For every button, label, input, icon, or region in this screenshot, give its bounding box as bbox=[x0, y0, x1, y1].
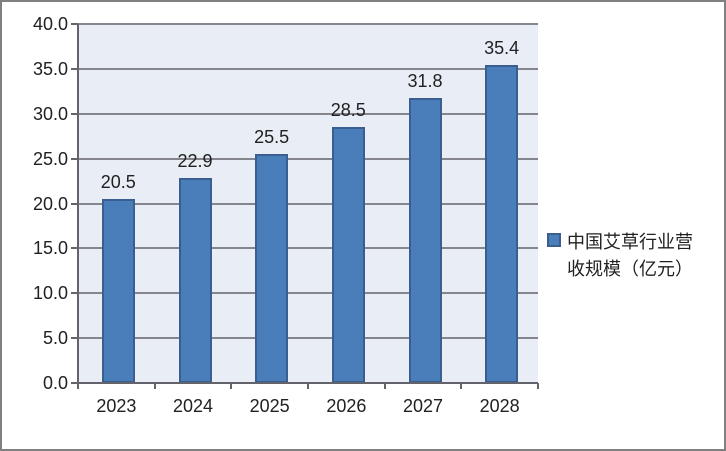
x-tick-label: 2027 bbox=[403, 396, 444, 416]
bar bbox=[331, 127, 365, 383]
bar-value-label: 31.8 bbox=[407, 70, 443, 91]
y-tick-label: 35.0 bbox=[32, 58, 68, 79]
legend-label-line1: 中国艾草行业营 bbox=[567, 232, 693, 252]
y-tick-label: 30.0 bbox=[32, 103, 68, 124]
legend-marker-icon bbox=[547, 233, 561, 247]
x-tick-label: 2023 bbox=[96, 396, 137, 416]
y-tick bbox=[71, 67, 78, 70]
y-tick bbox=[71, 157, 78, 160]
y-tick-label: 10.0 bbox=[32, 283, 68, 304]
x-tick bbox=[307, 383, 309, 389]
gridline bbox=[78, 202, 538, 205]
gridline bbox=[78, 67, 538, 70]
y-tick bbox=[71, 202, 78, 205]
bar-value-label: 25.5 bbox=[254, 127, 290, 148]
x-tick bbox=[537, 383, 539, 389]
bar bbox=[255, 154, 289, 383]
y-axis bbox=[77, 24, 79, 383]
gridline bbox=[78, 337, 538, 340]
gridline bbox=[78, 292, 538, 295]
x-tick-label: 2026 bbox=[326, 396, 367, 416]
x-tick bbox=[230, 383, 233, 389]
y-tick-label: 15.0 bbox=[32, 238, 68, 259]
y-tick-label: 5.0 bbox=[42, 328, 68, 349]
gridline bbox=[78, 23, 538, 25]
legend-label: 中国艾草行业营 收规模（亿元） bbox=[567, 229, 703, 283]
y-tick bbox=[71, 337, 78, 340]
x-tick-label: 2025 bbox=[249, 396, 290, 416]
legend-label-line2: 收规模（亿元） bbox=[567, 259, 693, 279]
x-tick bbox=[383, 383, 386, 389]
bar-value-label: 22.9 bbox=[177, 150, 213, 171]
bar-value-label: 20.5 bbox=[100, 172, 136, 192]
y-tick bbox=[71, 23, 78, 25]
bar bbox=[408, 97, 442, 383]
y-tick-label: 25.0 bbox=[32, 148, 68, 169]
x-tick bbox=[77, 383, 79, 389]
x-tick-label: 2028 bbox=[479, 396, 520, 416]
y-tick-label: 20.0 bbox=[32, 193, 68, 214]
bar bbox=[485, 65, 519, 383]
bar bbox=[178, 177, 212, 383]
y-tick bbox=[71, 112, 78, 115]
bar bbox=[101, 199, 135, 383]
x-axis bbox=[71, 382, 538, 384]
gridline bbox=[78, 112, 538, 115]
y-tick bbox=[71, 247, 78, 250]
gridline bbox=[78, 157, 538, 160]
gridline bbox=[78, 247, 538, 250]
legend: 中国艾草行业营 收规模（亿元） bbox=[547, 229, 703, 283]
x-tick bbox=[153, 383, 156, 389]
x-tick bbox=[460, 383, 463, 389]
y-tick bbox=[71, 292, 78, 295]
y-tick-label: 0.0 bbox=[42, 373, 68, 393]
bar-value-label: 35.4 bbox=[484, 38, 520, 59]
x-tick-label: 2024 bbox=[173, 396, 214, 416]
y-tick-label: 40.0 bbox=[32, 14, 68, 34]
bar-value-label: 28.5 bbox=[330, 100, 366, 121]
